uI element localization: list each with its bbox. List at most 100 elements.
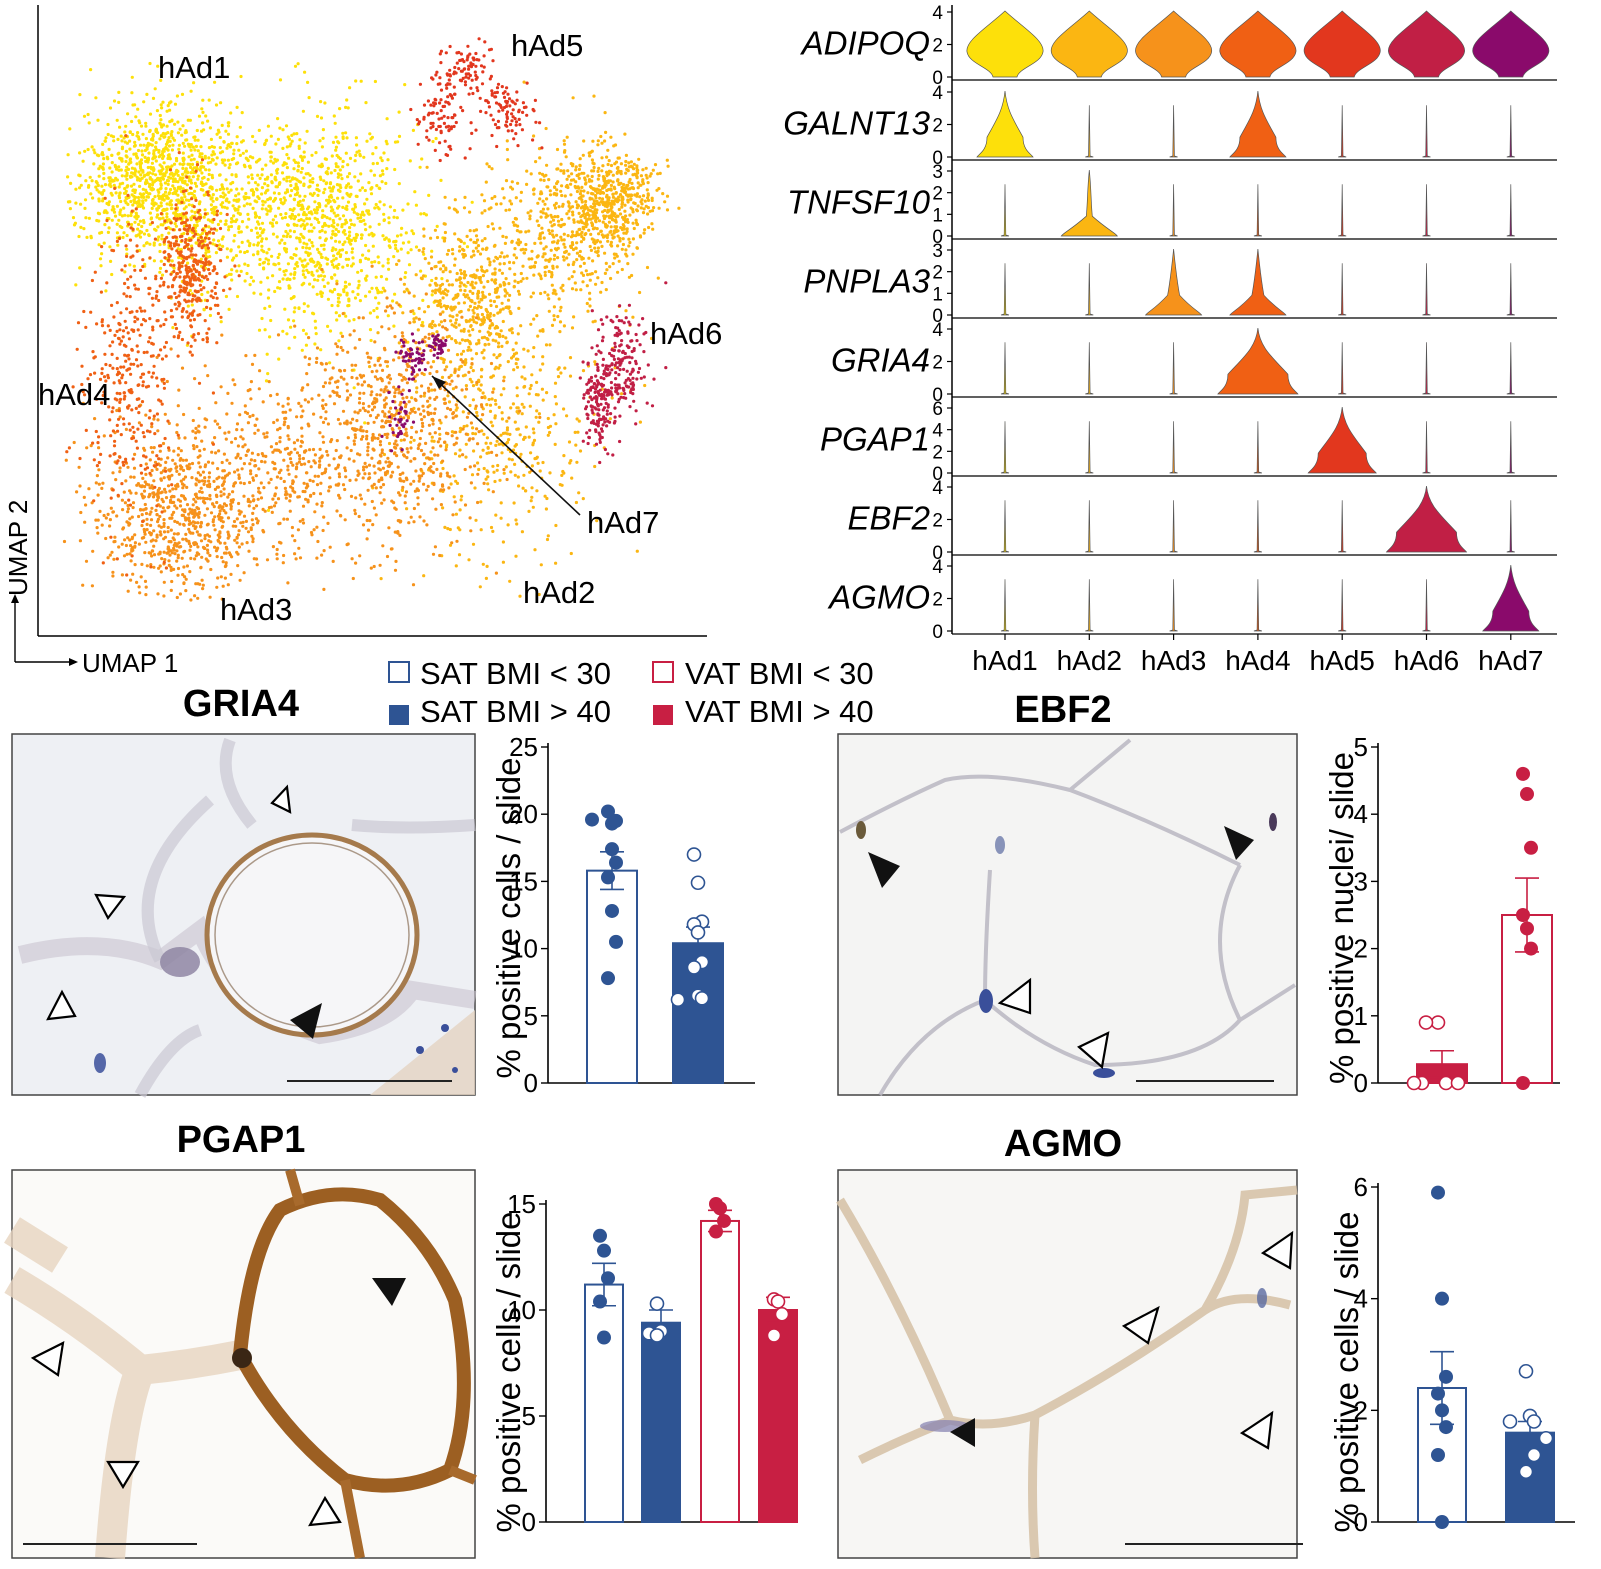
umap-point [300,204,303,207]
umap-point [556,241,559,244]
umap-point [548,471,551,474]
umap-point [391,471,394,474]
umap-point [553,258,556,261]
umap-point [67,153,70,156]
umap-point [327,202,330,205]
umap-point [326,454,329,457]
umap-point [259,227,262,230]
umap-point [142,192,145,195]
umap-point [267,509,270,512]
umap-point [359,189,362,192]
umap-point [303,227,306,230]
umap-point [243,482,246,485]
umap-point [489,410,492,413]
umap-point [651,228,654,231]
umap-point [384,360,387,363]
umap-point [532,431,535,434]
umap-point [475,342,478,345]
umap-point [362,476,365,479]
umap-point [549,193,552,196]
umap-point [585,269,588,272]
umap-point [347,299,350,302]
umap-point [219,220,222,223]
umap-point [490,526,493,529]
umap-point [475,228,478,231]
umap-point [282,277,285,280]
umap-point [605,268,608,271]
umap-point [445,307,448,310]
umap-point [354,296,357,299]
umap-point [169,188,172,191]
umap-point [351,208,354,211]
umap-point [183,182,186,185]
umap-point [89,176,92,179]
umap-point [295,247,298,250]
umap-point [208,99,211,102]
umap-point [476,473,479,476]
umap-point [144,593,147,596]
umap-point [535,489,538,492]
umap-point [211,196,214,199]
umap-point [167,183,170,186]
umap-point [426,361,429,364]
umap-point [449,360,452,363]
umap-point [513,463,516,466]
umap-point [589,209,592,212]
umap-point [487,446,490,449]
umap-point [200,171,203,174]
umap-point [556,167,559,170]
umap-point [103,514,106,517]
umap-point [492,374,495,377]
umap-point [293,336,296,339]
umap-point [373,174,376,177]
umap-point [624,160,627,163]
umap-point [465,443,468,446]
umap-point [302,176,305,179]
umap-point [114,215,117,218]
umap-point [528,257,531,260]
umap-point [307,185,310,188]
umap-point [593,188,596,191]
umap-point [481,319,484,322]
umap-point [275,221,278,224]
umap-point [160,169,163,172]
umap-point [397,356,400,359]
umap-point [458,323,461,326]
umap-point [296,169,299,172]
umap-point [129,175,132,178]
umap-point [420,429,423,432]
umap-point [432,483,435,486]
umap-point [144,122,147,125]
umap-point [103,242,106,245]
umap-point [178,178,181,181]
umap-point [383,347,386,350]
umap-point [559,309,562,312]
umap-point [276,172,279,175]
umap-point [127,214,130,217]
umap-point [513,285,516,288]
umap-point [422,274,425,277]
umap-point [620,392,623,395]
umap-point [231,142,234,145]
umap-point [575,200,578,203]
umap-point [407,521,410,524]
umap-point [392,216,395,219]
umap-point [470,380,473,383]
umap-point [201,99,204,102]
umap-point [241,525,244,528]
umap-point [539,190,542,193]
umap-point [235,218,238,221]
umap-point [208,476,211,479]
umap-point [481,313,484,316]
umap-point [257,183,260,186]
umap-point [87,184,90,187]
umap-point [134,115,137,118]
umap-point [563,324,566,327]
umap-point [85,560,88,563]
umap-point [375,276,378,279]
umap-point [182,469,185,472]
umap-point [491,272,494,275]
umap-point [181,173,184,176]
umap-point [316,279,319,282]
umap-point [626,262,629,265]
